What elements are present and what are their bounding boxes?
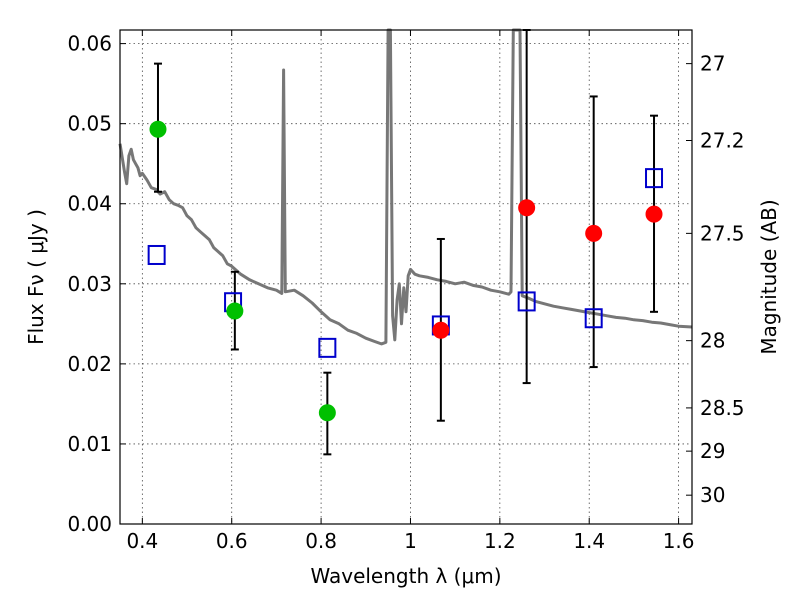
y-tick-label: 0.00 <box>67 512 112 536</box>
y2-tick-label: 27 <box>700 52 725 76</box>
data-markers <box>147 120 664 422</box>
green-data-point <box>318 404 336 422</box>
y-tick-label: 0.01 <box>67 432 112 456</box>
x-tick-labels: 0.4 0.6 0.8 1 1.2 1.4 1.6 <box>126 529 694 553</box>
y-tick-label: 0.06 <box>67 32 112 56</box>
y2-tick-label: 28 <box>700 329 725 353</box>
x-tick-label: 1.6 <box>663 529 695 553</box>
x-tick-label: 1 <box>404 529 417 553</box>
y-tick-label: 0.05 <box>67 112 112 136</box>
y2-tick-label: 27.5 <box>700 221 745 245</box>
y2-tick-label: 27.2 <box>700 128 745 152</box>
y-tick-label: 0.03 <box>67 272 112 296</box>
red-data-point <box>518 199 536 217</box>
y-tick-label: 0.04 <box>67 192 112 216</box>
y-tick-label: 0.02 <box>67 352 112 376</box>
sed-model-curve <box>118 28 693 346</box>
x-tick-label: 0.8 <box>305 529 337 553</box>
y2-tick-label: 28.5 <box>700 396 745 420</box>
red-data-point <box>645 205 663 223</box>
x-tick-label: 0.6 <box>216 529 248 553</box>
y2-tick-label: 30 <box>700 483 725 507</box>
grid-lines <box>120 30 692 524</box>
y-tick-labels: 0.00 0.01 0.02 0.03 0.04 0.05 0.06 <box>67 32 112 536</box>
error-bars <box>153 29 659 456</box>
x-tick-label: 0.4 <box>126 529 158 553</box>
model-square-point <box>318 337 337 358</box>
red-data-point <box>585 224 603 242</box>
green-data-point <box>226 302 244 320</box>
red-data-point <box>432 321 450 339</box>
x-tick-label: 1.4 <box>573 529 605 553</box>
x-axis-label: Wavelength λ (μm) <box>310 564 501 588</box>
model-square-point <box>584 308 603 329</box>
y-axis-label: Flux Fν ( μJy ) <box>24 209 48 345</box>
y2-tick-label: 29 <box>700 439 725 463</box>
x-tick-label: 1.2 <box>484 529 516 553</box>
y2-axis-label: Magnitude (AB) <box>757 199 781 354</box>
y2-tick-labels: 27 27.2 27.5 28 28.5 29 30 <box>700 52 745 508</box>
axis-ticks <box>120 30 692 525</box>
plot-frame <box>119 29 693 525</box>
model-square-point <box>147 244 166 265</box>
green-data-point <box>149 120 167 138</box>
sed-line <box>118 28 693 346</box>
model-square-point <box>645 168 664 189</box>
model-square-point <box>517 291 536 312</box>
